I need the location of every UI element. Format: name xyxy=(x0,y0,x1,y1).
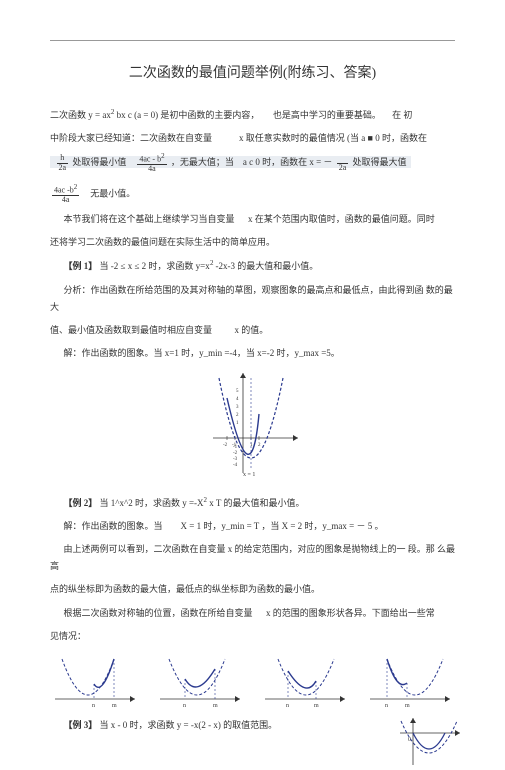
example-3: 【例 3】 当 x - 0 时，求函数 y = -x(2 - x) 的取值范围。… xyxy=(50,717,455,734)
svg-text:2: 2 xyxy=(258,443,261,448)
svg-text:-3: -3 xyxy=(233,457,238,462)
ex1-solution: 解：作出函数的图象。当 x=1 时，y_min =-4，当 x=-2 时，y_m… xyxy=(50,345,455,362)
frac3d: 4a xyxy=(52,196,79,205)
p1a: 二次函数 y = ax xyxy=(50,110,111,120)
para-4: 本节我们将在这个基础上继续学习当自变量 x 在某个范围内取值时，函数的最值问题。… xyxy=(50,211,455,228)
svg-text:m: m xyxy=(213,703,218,709)
svg-text:2: 2 xyxy=(236,413,239,418)
ex2-label: 【例 2】 xyxy=(64,498,98,508)
svg-text:m: m xyxy=(112,703,117,709)
svg-text:-2: -2 xyxy=(233,451,238,456)
ex1-text-a: 当 -2 ≤ x ≤ 2 时，求函数 y=x xyxy=(100,261,212,271)
frac-h-2a: h 2a xyxy=(57,154,69,173)
svg-text:-4: -4 xyxy=(233,463,238,468)
svg-text:m: m xyxy=(314,703,319,709)
p1c: 也是高中学习的重要基础。 xyxy=(273,110,381,120)
ex3t: 当 x - 0 时，求函数 y = -x(2 - x) 的取值范围。 xyxy=(100,720,278,730)
frac2d: 4a xyxy=(137,165,166,174)
mini-graph-5: 0 xyxy=(395,715,465,770)
svg-text:1: 1 xyxy=(250,443,253,448)
hl-block: h 2a 处取得最小值 4ac - b2 4a ，无最大值；当 a c 0 时，… xyxy=(50,156,411,168)
frac-4acb2-4a: 4ac -b2 4a xyxy=(52,184,79,205)
hl1: 处取得最小值 xyxy=(72,157,126,167)
svg-text:n: n xyxy=(92,703,95,709)
ex1-analysis-b: 值、最小值及函数取到最值时相应自变量 x 的值。 xyxy=(50,322,455,339)
svg-text:-1: -1 xyxy=(233,445,238,450)
ex3-label: 【例 3】 xyxy=(64,720,98,730)
svg-text:n: n xyxy=(385,703,388,709)
ex1-text-b: -2x-3 的最大值和最小值。 xyxy=(215,261,318,271)
example-1: 【例 1】 当 -2 ≤ x ≤ 2 时，求函数 y=x 2-2x-3 的最大值… xyxy=(50,257,455,275)
para-5: 还将学习二次函数的最值问题在实际生活中的简单应用。 xyxy=(50,234,455,251)
ex2t2: x T 的最大值和最小值。 xyxy=(209,498,304,508)
p4b: x 在某个范围内取值时，函数的最值问题。同时 xyxy=(248,214,435,224)
mini-graph-1: n m xyxy=(50,651,140,711)
ex2p1a: 解：作出函数的图象。当 xyxy=(64,521,163,531)
para-6a: 由上述两例可以看到，二次函数在自变量 x 的给定范围内，对应的图象是抛物线上的一… xyxy=(50,541,455,575)
p3b: 无最小值。 xyxy=(90,189,135,199)
sup2: 2 xyxy=(111,108,115,116)
svg-text:n: n xyxy=(286,703,289,709)
p2a: 中阶段大家已经知道：二次函数在自变量 xyxy=(50,133,212,143)
svg-text:4: 4 xyxy=(236,397,239,402)
para-7c: 见情况： xyxy=(50,628,455,645)
svg-text:n: n xyxy=(183,703,186,709)
mini-graph-2: n m xyxy=(155,651,245,711)
p7a: 根据二次函数对称轴的位置，函数在所给自变量 xyxy=(64,608,253,618)
figure-parabola-1: -2 -1 1 2 5 4 3 2 1 -1 -2 -3 -4 x = 1 xyxy=(50,368,455,484)
top-rule xyxy=(50,40,455,41)
ex2p1b: X = 1 时，y_min = T ，当 X = 2 时，y_max = － 5… xyxy=(181,521,384,531)
p1d: 在 初 xyxy=(392,110,412,120)
para-hl: h 2a 处取得最小值 4ac - b2 4a ，无最大值；当 a c 0 时，… xyxy=(50,153,455,174)
mini-graph-3: n m xyxy=(260,651,350,711)
p2b: x 取任意实数时的最值情况 (当 a xyxy=(239,133,368,143)
hl4: 处取得最大值 xyxy=(353,157,407,167)
p7b: x 的范围的图象形状各异。下面给出一些常 xyxy=(266,608,435,618)
ex2-solution: 解：作出函数的图象。当 X = 1 时，y_min = T ，当 X = 2 时… xyxy=(50,518,455,535)
para-2: 中阶段大家已经知道：二次函数在自变量 x 取任意实数时的最值情况 (当 a ■ … xyxy=(50,130,455,147)
svg-text:-2: -2 xyxy=(223,443,228,448)
p1b: bx c (a = 0) 是初中函数的主要内容， xyxy=(117,110,260,120)
frac2bd: 2a xyxy=(337,164,349,173)
filled-sq: ■ xyxy=(368,133,373,143)
ex1p1c: x 的值。 xyxy=(235,325,269,335)
example-2: 【例 2】 当 1^x^2 时，求函数 y =-X2 x T 的最大值和最小值。 xyxy=(50,494,455,512)
ex1-analysis-a: 分析：作出函数在所给范围的及其对称轴的草图，观察图象的最高点和最低点，由此得到函… xyxy=(50,282,455,316)
para-1: 二次函数 y = ax2 bx c (a = 0) 是初中函数的主要内容， 也是… xyxy=(50,106,455,124)
p4a: 本节我们将在这个基础上继续学习当自变量 xyxy=(64,214,235,224)
svg-text:5: 5 xyxy=(236,389,239,394)
ex1p1b: 值、最小值及函数取到最值时相应自变量 xyxy=(50,325,212,335)
svg-text:x = 1: x = 1 xyxy=(243,472,255,478)
para-6b: 点的纵坐标即为函数的最大值，最低点的纵坐标即为函数的最小值。 xyxy=(50,581,455,598)
frac-4acb-4a: 4ac - b2 4a xyxy=(137,153,166,174)
p2c: 0 时，函数在 xyxy=(375,133,427,143)
para-7: 根据二次函数对称轴的位置，函数在所给自变量 x 的范围的图象形状各异。下面给出一… xyxy=(50,605,455,622)
mini-graph-4: n m xyxy=(365,651,455,711)
four-graph-row: n m n m n m xyxy=(50,651,455,711)
svg-text:m: m xyxy=(405,703,410,709)
doc-title: 二次函数的最值问题举例(附练习、答案) xyxy=(50,61,455,88)
para-3: 4ac -b2 4a 无最小值。 xyxy=(50,184,455,205)
ex1-label: 【例 1】 xyxy=(64,261,98,271)
frac1d: 2a xyxy=(57,164,69,173)
hl2: ，无最大值；当 xyxy=(171,157,234,167)
hl3: a c 0 时，函数在 x = － xyxy=(243,157,333,167)
ex2t: 当 1^x^2 时，求函数 y =-X xyxy=(100,498,204,508)
frac-2a: 2a xyxy=(337,154,349,173)
svg-text:3: 3 xyxy=(236,405,239,410)
svg-text:1: 1 xyxy=(236,421,239,426)
